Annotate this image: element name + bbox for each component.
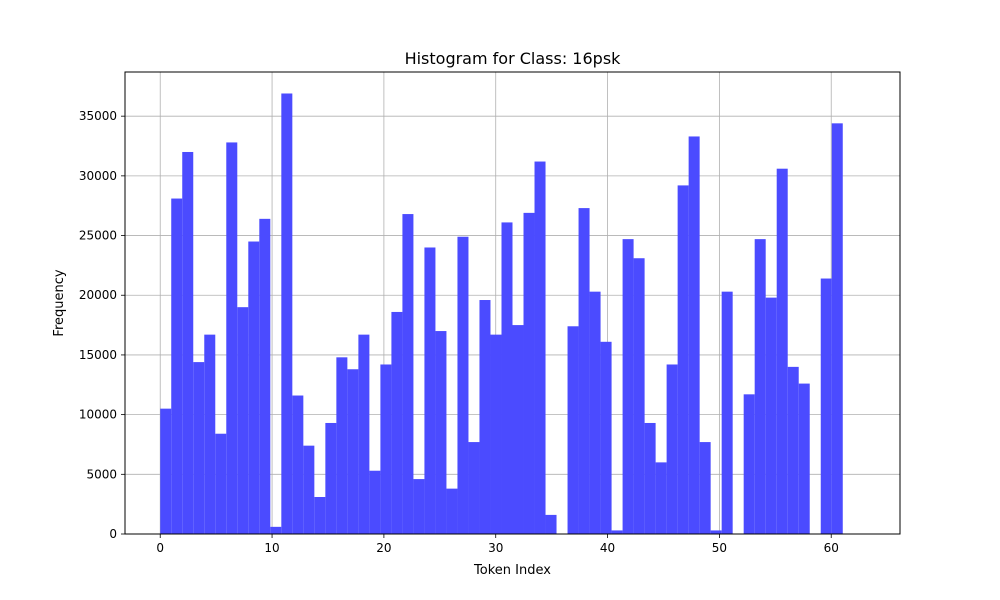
histogram-bar <box>270 526 282 534</box>
histogram-bar <box>435 331 447 534</box>
x-tick-label: 40 <box>600 541 615 555</box>
histogram-bar <box>710 530 722 534</box>
histogram-bar <box>391 311 403 534</box>
histogram-bar <box>633 258 645 534</box>
histogram-bar <box>226 142 238 534</box>
histogram-bar <box>776 168 788 534</box>
histogram-bar <box>545 514 557 534</box>
histogram-bars <box>160 93 843 535</box>
y-tick-label: 20000 <box>79 288 117 302</box>
histogram-bar <box>413 479 425 534</box>
histogram-bar <box>721 291 733 534</box>
x-tick-label: 60 <box>824 541 839 555</box>
histogram-bar <box>468 442 480 534</box>
histogram-bar <box>589 291 601 534</box>
histogram-bar <box>765 297 777 534</box>
y-tick-label: 5000 <box>86 467 117 481</box>
x-tick-label: 50 <box>712 541 727 555</box>
histogram-bar <box>325 422 337 534</box>
x-tick-label: 30 <box>488 541 503 555</box>
histogram-bar <box>600 341 612 534</box>
y-tick-label: 15000 <box>79 348 117 362</box>
y-tick-label: 25000 <box>79 229 117 243</box>
plot-frame <box>124 71 901 535</box>
histogram-bar <box>567 326 579 534</box>
histogram-bar <box>743 394 755 534</box>
y-tick-label: 30000 <box>79 169 117 183</box>
histogram-bar <box>501 222 513 534</box>
histogram-bar <box>369 470 381 534</box>
x-tick-label: 0 <box>156 541 164 555</box>
histogram-bar <box>490 334 502 534</box>
histogram-bar <box>237 307 249 534</box>
histogram-bar <box>303 445 315 534</box>
histogram-bar <box>402 214 414 534</box>
y-tick-label: 0 <box>109 527 117 541</box>
histogram-bar <box>754 239 766 535</box>
histogram-bar <box>281 93 293 534</box>
x-axis-label: Token Index <box>473 563 551 578</box>
histogram-bar <box>358 334 370 534</box>
histogram-bar <box>611 530 623 534</box>
histogram-bar <box>655 462 667 534</box>
histogram-bar <box>523 212 535 534</box>
y-tick-label: 35000 <box>79 109 117 123</box>
histogram-bar <box>446 488 458 534</box>
chart-title: Histogram for Class: 16psk <box>405 49 622 68</box>
histogram-bar <box>292 395 304 534</box>
histogram-bar <box>688 136 700 534</box>
histogram-bar <box>380 364 392 534</box>
histogram-bar <box>578 208 590 534</box>
histogram-bar <box>622 239 634 535</box>
histogram-bar <box>677 185 689 534</box>
histogram-bar <box>666 364 678 534</box>
histogram-bar <box>699 442 711 534</box>
histogram-bar <box>193 362 205 534</box>
histogram-bar <box>171 198 183 534</box>
histogram-bar <box>215 433 227 534</box>
histogram-bar <box>457 236 469 534</box>
x-tick-label: 10 <box>264 541 279 555</box>
histogram-bar <box>479 300 491 534</box>
histogram-bar <box>787 366 799 534</box>
histogram-bar <box>820 278 832 534</box>
histogram-bar <box>798 383 810 534</box>
x-tick-label: 20 <box>376 541 391 555</box>
y-axis-ticks: 0 5000 10000 15000 20000 25000 30000 35000 <box>79 109 125 541</box>
y-tick-label: 10000 <box>79 408 117 422</box>
histogram-bar <box>347 369 359 534</box>
histogram-bar <box>259 218 271 534</box>
histogram-bar <box>204 334 216 534</box>
histogram-bar <box>644 422 656 534</box>
histogram-bar <box>512 325 524 534</box>
histogram-bar <box>248 241 260 534</box>
histogram-bar <box>424 247 436 534</box>
histogram-bar <box>314 496 326 534</box>
histogram-bar <box>534 161 546 534</box>
x-axis-ticks: 0 10 20 30 40 50 60 <box>156 534 839 555</box>
histogram-bar <box>831 123 843 534</box>
histogram-bar <box>160 408 172 534</box>
histogram-bar <box>182 151 194 534</box>
y-axis-label: Frequency <box>52 269 67 336</box>
histogram-bar <box>336 357 348 534</box>
